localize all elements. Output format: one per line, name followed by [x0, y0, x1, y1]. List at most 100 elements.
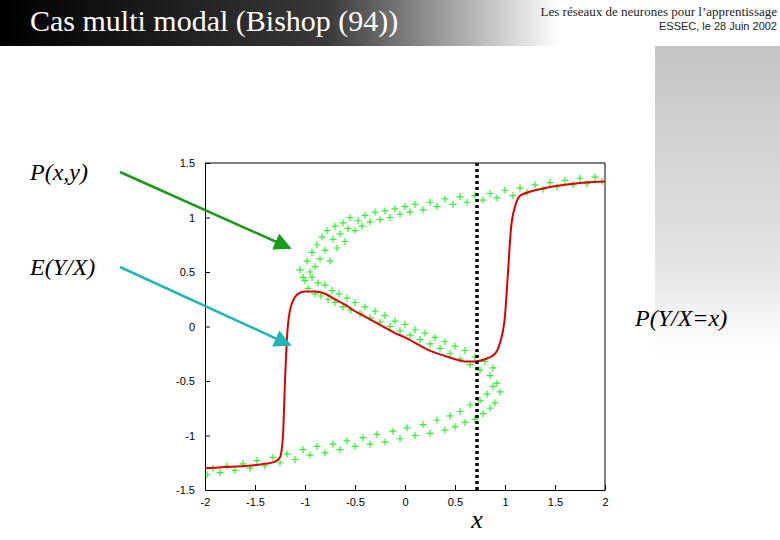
scatter-point	[362, 303, 369, 310]
y-axis: -1.5 -1 -0.5 0 0.5 1 1.5	[176, 157, 210, 496]
subtitle: Les réseaux de neurones pour l’apprentis…	[541, 4, 778, 19]
scatter-point	[314, 241, 321, 248]
scatter-point	[517, 185, 524, 192]
scatter-point	[392, 205, 399, 212]
x-tick-mark	[355, 485, 356, 490]
scatter-point	[442, 338, 449, 345]
scatter-point	[452, 423, 459, 430]
x-tick: 1.5	[548, 485, 563, 508]
scatter-point	[304, 258, 311, 265]
annotation-label: x	[470, 505, 483, 534]
scatter-point	[322, 449, 329, 456]
title: Cas multi modal (Bishop (94))	[30, 4, 398, 38]
scatter-point	[324, 227, 331, 234]
scatter-point	[232, 467, 239, 474]
scatter-point	[336, 290, 343, 297]
scatter-point	[309, 274, 316, 281]
scatter-point	[452, 343, 459, 350]
scatter-point	[205, 471, 211, 478]
arrow	[120, 172, 290, 248]
scatter-point	[484, 391, 491, 398]
y-tick-label: 1.5	[180, 157, 195, 169]
scatter-point	[447, 412, 454, 419]
x-tick-label: -1.5	[246, 496, 265, 508]
x-tick-mark	[605, 485, 606, 490]
scatter-point	[407, 209, 414, 216]
plot-marks	[205, 174, 605, 479]
scatter-point	[292, 456, 299, 463]
scatter-point	[337, 230, 344, 237]
scatter-point	[334, 245, 341, 252]
y-tick-mark	[205, 163, 210, 164]
scatter-point	[382, 207, 389, 214]
scatter-point	[217, 469, 224, 476]
title-bar	[0, 0, 780, 46]
scatter-point	[422, 330, 429, 337]
scatter-point	[480, 197, 487, 204]
y-tick: 1	[189, 212, 210, 224]
scatter-point	[302, 277, 309, 284]
y-tick-mark	[205, 272, 210, 273]
scatter-point	[367, 441, 374, 448]
scatter-point	[387, 214, 394, 221]
x-tick-mark	[305, 485, 306, 490]
scatter-point	[382, 439, 389, 446]
scatter-point	[457, 408, 464, 415]
x-tick-mark	[555, 485, 556, 490]
scatter-point	[480, 410, 487, 417]
scatter-point	[584, 180, 591, 187]
scatter-point	[547, 179, 554, 186]
scatter-point	[352, 227, 359, 234]
y-tick-label: 1	[189, 212, 195, 224]
scatter-point	[317, 255, 324, 262]
scatter-point	[462, 419, 469, 426]
y-tick-label: -1	[185, 430, 195, 442]
x-tick-label: 0	[402, 496, 408, 508]
scatter-point	[312, 263, 319, 270]
scatter-point	[420, 206, 427, 213]
scatter-point	[359, 223, 366, 230]
x-tick-mark	[405, 485, 406, 490]
scatter-point	[412, 201, 419, 208]
scatter-point	[402, 321, 409, 328]
scatter-point	[309, 249, 316, 256]
scatter-point	[437, 345, 444, 352]
scatter-point	[434, 203, 441, 210]
y-tick: 0.5	[180, 266, 210, 278]
plot-frame	[205, 163, 605, 490]
scatter-point	[427, 430, 434, 437]
scatter-point	[412, 432, 419, 439]
scatter-point	[372, 209, 379, 216]
scatter-point	[397, 435, 404, 442]
x-tick: 1	[502, 485, 508, 508]
scatter-point	[360, 434, 367, 441]
scatter-point	[502, 187, 509, 194]
y-tick-label: 0	[189, 321, 195, 333]
scatter-point	[464, 199, 471, 206]
scatter-point	[404, 424, 411, 431]
scatter-point	[337, 446, 344, 453]
y-tick-label: -0.5	[176, 375, 195, 387]
y-tick-mark	[205, 381, 210, 382]
series-label: P(x,y)	[29, 159, 88, 185]
scatter-point	[467, 401, 474, 408]
scatter-point	[372, 308, 379, 315]
scatter-point	[307, 452, 314, 459]
x-tick-mark	[505, 485, 506, 490]
scatter-point	[322, 282, 329, 289]
scatter-point	[577, 175, 584, 182]
scatter-point	[490, 383, 497, 390]
annotation-label: P(Y/X=x)	[634, 305, 727, 331]
scatter-point	[297, 266, 304, 273]
y-tick: -1.5	[176, 484, 210, 496]
scatter-point	[284, 451, 291, 458]
x-tick: 0	[402, 485, 408, 508]
scatter-point	[392, 318, 399, 325]
scatter-point	[450, 201, 457, 208]
arrow	[120, 267, 290, 345]
scatter-point	[332, 223, 339, 230]
y-tick: 1.5	[180, 157, 210, 169]
scatter-point	[344, 295, 351, 302]
y-tick: -0.5	[176, 375, 210, 387]
scatter-point	[367, 218, 374, 225]
